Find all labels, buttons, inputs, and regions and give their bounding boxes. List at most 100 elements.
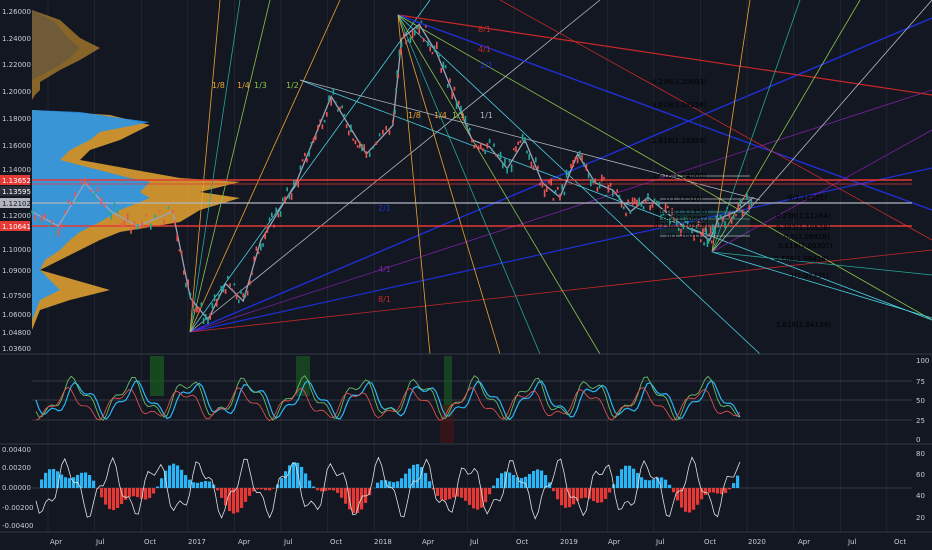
osc1-tick: 0 [916,436,920,444]
candle [113,201,116,209]
candle [299,165,302,170]
histogram-bar [420,466,424,488]
candle [233,283,236,286]
histogram-bar [104,488,108,505]
candle [715,215,717,219]
histogram-bar [376,482,380,488]
histogram-bar [532,470,536,488]
candle [189,292,192,297]
candle [187,279,189,287]
candle [378,133,381,137]
histogram-bar [560,488,564,506]
candle [350,124,352,133]
candle [385,125,387,131]
histogram-bar [672,488,676,493]
histogram-bar [148,488,152,499]
candle [675,219,678,225]
candle [397,73,400,79]
candle [563,191,566,196]
candle [656,200,658,204]
candle [458,100,460,105]
histogram-bar [540,470,544,488]
osc1-tick: 25 [916,417,925,425]
candle [323,119,326,123]
histogram-bar [184,475,188,488]
candle [154,214,156,218]
histogram-bar [228,488,232,512]
candle [486,143,489,149]
histogram-bar [544,475,548,488]
candle [581,154,583,162]
candle [568,171,570,175]
histogram-bar [712,488,716,493]
gann-label: 8/1 [478,25,491,34]
candle [651,202,654,208]
histogram-bar [380,480,384,488]
histogram-bar [332,488,336,491]
candle [209,313,211,320]
histogram-bar [424,473,428,488]
histogram-bar [696,488,700,505]
histogram-bar [256,488,260,490]
histogram-bar [144,488,148,500]
candle [266,227,269,233]
histogram-bar [584,488,588,498]
candle [682,223,684,230]
histogram-bar [176,465,180,488]
candle [475,144,478,148]
histogram-bar [636,473,640,488]
candle [110,212,112,220]
histogram-bar [412,464,416,488]
histogram-bar [556,488,560,500]
candle [662,212,665,216]
candle [565,169,568,178]
candle [711,240,713,244]
candle [403,32,405,39]
candle [158,210,161,213]
histogram-bar [536,469,540,488]
histogram-bar [172,463,176,488]
candle [117,208,119,214]
histogram-bar [92,480,96,488]
candle [583,162,585,167]
histogram-bar [216,488,220,491]
price-tag: 1.13652 [2,177,31,185]
candle [326,112,328,117]
candle [702,228,704,236]
histogram-bar [296,462,300,488]
candle [198,307,200,313]
candle [411,30,414,38]
fib-label: 0.786(1.08438) [774,255,829,263]
gann-label: 2/1 [378,204,391,213]
x-axis[interactable]: Apr Jul Oct 2017 Apr Jul Oct 2018 Apr Ju… [50,538,906,546]
candle [572,159,574,168]
histogram-bar [724,488,728,494]
histogram-bar [268,488,272,491]
histogram-bar [180,469,184,488]
histogram-bar [528,474,532,488]
candle [612,191,614,197]
candle [273,224,275,228]
candle [174,220,176,225]
candle [640,203,643,207]
candle [180,250,183,255]
histogram-bar [244,488,248,502]
candle [150,223,152,230]
candle [438,54,440,57]
candle [744,195,746,198]
histogram-bar [508,472,512,488]
candle [301,159,304,162]
osc2-tick-right: 40 [916,492,925,500]
osc2-tick-right: 20 [916,514,925,522]
histogram-bar [460,488,464,498]
candle [260,243,262,251]
histogram-bar [48,469,52,488]
candle [246,290,249,296]
histogram-bar [564,488,568,508]
x-tick: Apr [798,538,810,546]
osc2-tick: -0.00200 [2,504,33,512]
histogram-bar [220,488,224,498]
candle [592,178,594,184]
